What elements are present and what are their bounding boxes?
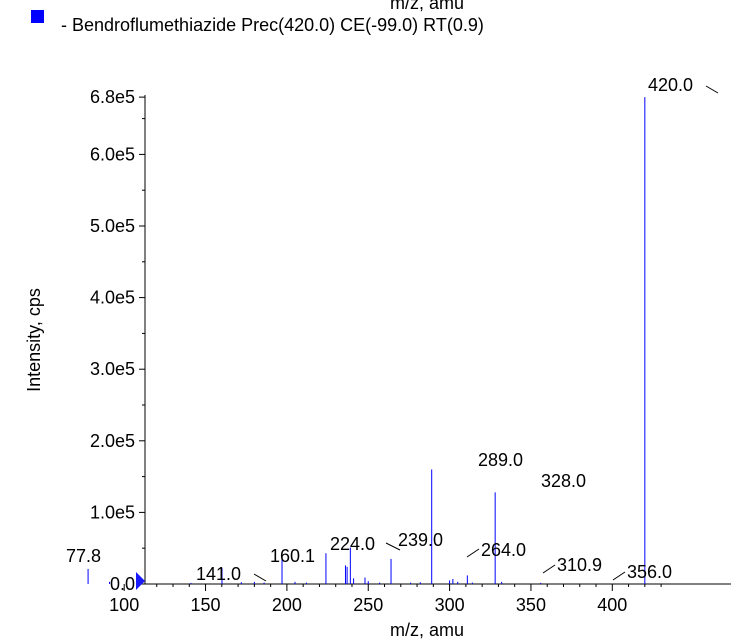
y-tick-label: 0.0 — [110, 574, 135, 594]
legend-text: - Bendroflumethiazide Prec(420.0) CE(-99… — [61, 15, 484, 35]
y-axis-title: Intensity, cps — [24, 288, 44, 392]
annotation-leader — [253, 573, 267, 582]
peak-label: 160.1 — [270, 546, 315, 566]
annotation-leader — [542, 564, 556, 574]
peak-label: 356.0 — [627, 562, 672, 582]
x-tick-label: 100 — [109, 595, 139, 615]
peak-label: 224.0 — [330, 534, 375, 554]
x-axis-title: m/z, amu — [390, 620, 464, 640]
peak-label: 239.0 — [398, 530, 443, 550]
peak-label: 141.0 — [196, 564, 241, 584]
x-tick-label: 400 — [597, 595, 627, 615]
y-tick-label: 2.0e5 — [90, 431, 135, 451]
annotation-leader — [466, 548, 480, 558]
origin-marker-icon — [136, 572, 145, 590]
x-tick-label: 300 — [435, 595, 465, 615]
x-tick-label: 150 — [191, 595, 221, 615]
x-tick-label: 350 — [516, 595, 546, 615]
y-tick-label: 6.8e5 — [90, 87, 135, 107]
peak-label: 77.8 — [66, 546, 101, 566]
clipped-top-label: m/z, amu — [390, 0, 464, 13]
annotation-leader — [705, 85, 719, 94]
peak-bars — [87, 97, 646, 584]
y-tick-group: 0.0 1.0e5 2.0e5 3.0e5 4.0e5 5.0e5 6.0e5 6.8e5 — [90, 87, 145, 594]
y-tick-label: 1.0e5 — [90, 502, 135, 522]
y-tick-label: 4.0e5 — [90, 288, 135, 308]
peak-label: 328.0 — [541, 471, 586, 491]
y-tick-label: 3.0e5 — [90, 359, 135, 379]
legend-swatch — [31, 10, 44, 23]
x-tick-label: 200 — [272, 595, 302, 615]
annotation-leader — [612, 571, 626, 581]
x-tick-group: 100 150 200 250 300 350 400 — [109, 584, 662, 615]
peak-annotations: 77.8 141.0 160.1 224.0 239.0 264.0 289.0 310.9 3… — [66, 75, 719, 584]
y-tick-label: 6.0e5 — [90, 144, 135, 164]
annotation-leader — [385, 542, 401, 551]
peak-label: 289.0 — [478, 450, 523, 470]
peak-label: 310.9 — [557, 555, 602, 575]
peak-label: 264.0 — [481, 540, 526, 560]
x-tick-label: 250 — [353, 595, 383, 615]
peak-label: 420.0 — [648, 75, 693, 95]
y-tick-label: 5.0e5 — [90, 216, 135, 236]
legend: - Bendroflumethiazide Prec(420.0) CE(-99… — [31, 10, 484, 35]
